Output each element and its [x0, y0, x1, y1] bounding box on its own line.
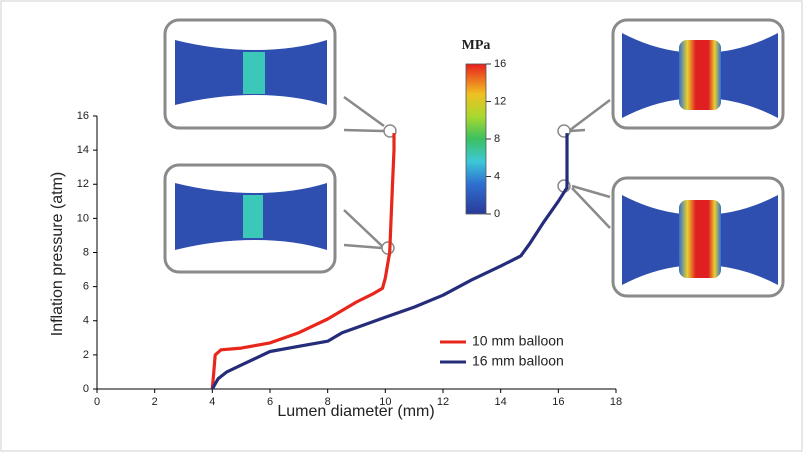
x-tick-label: 8 [325, 396, 331, 408]
y-tick-label: 12 [77, 178, 89, 190]
colorbar: MPa 0 4 8 12 16 [462, 38, 507, 220]
colorbar-label: MPa [462, 38, 491, 53]
y-axis-label: Inflation pressure (atm) [49, 172, 66, 337]
y-tick-label: 8 [83, 246, 89, 258]
y-tick-label: 0 [83, 383, 89, 395]
colorbar-tick-label: 0 [494, 208, 500, 220]
legend-label: 10 mm balloon [472, 333, 564, 349]
inset-top-right [613, 20, 783, 128]
y-tick-label: 4 [83, 315, 89, 327]
y-tick-label: 16 [77, 110, 89, 122]
inset-lower-right [613, 178, 783, 296]
x-tick-label: 16 [552, 396, 564, 408]
x-tick-label: 4 [209, 396, 215, 408]
x-tick-label: 2 [152, 396, 158, 408]
x-tick-label: 10 [379, 396, 391, 408]
colorbar-tick-label: 8 [494, 133, 500, 145]
inset-top-left [165, 20, 335, 128]
y-tick-label: 10 [77, 212, 89, 224]
x-tick-label: 12 [437, 396, 449, 408]
inset-mid-left [165, 165, 335, 272]
y-tick-label: 6 [83, 281, 89, 293]
legend-label: 16 mm balloon [472, 353, 564, 369]
y-tick-label: 14 [77, 144, 89, 156]
colorbar-tick-label: 4 [494, 170, 500, 182]
x-tick-label: 6 [267, 396, 273, 408]
chart: MPa 0 4 8 12 16 Lumen diameter (mm) Inflatio… [0, 0, 803, 452]
x-tick-label: 18 [610, 396, 622, 408]
x-tick-label: 0 [94, 396, 100, 408]
x-tick-label: 14 [495, 396, 507, 408]
y-tick-label: 2 [83, 349, 89, 361]
colorbar-tick-label: 16 [494, 58, 506, 70]
x-axis-label: Lumen diameter (mm) [277, 403, 434, 420]
colorbar-tick-label: 12 [494, 95, 506, 107]
